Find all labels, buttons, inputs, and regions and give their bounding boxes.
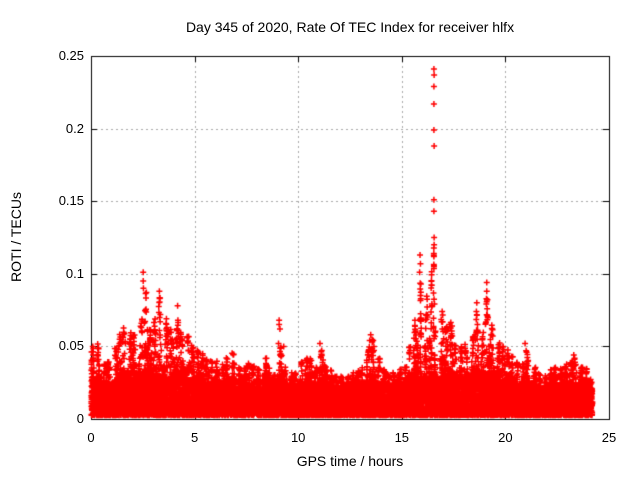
chart-title: Day 345 of 2020, Rate Of TEC Index for r… bbox=[185, 19, 515, 35]
y-axis-label: ROTI / TECUs bbox=[8, 192, 24, 282]
y-tick-label: 0.1 bbox=[65, 265, 84, 281]
y-tick-label: 0.05 bbox=[58, 338, 84, 354]
x-tick-label: 15 bbox=[394, 430, 410, 445]
x-tick-label: 10 bbox=[290, 430, 306, 445]
x-tick-label: 5 bbox=[190, 430, 199, 445]
x-tick-label: 25 bbox=[601, 430, 617, 445]
x-tick-label: 0 bbox=[87, 430, 95, 445]
y-tick-label: 0.15 bbox=[58, 193, 84, 209]
y-tick-label: 0.25 bbox=[58, 48, 84, 63]
x-axis-label: GPS time / hours bbox=[296, 453, 404, 469]
y-tick-label: 0.2 bbox=[65, 120, 84, 136]
y-tick-label: 0 bbox=[76, 411, 84, 426]
x-tick-label: 20 bbox=[498, 430, 513, 445]
